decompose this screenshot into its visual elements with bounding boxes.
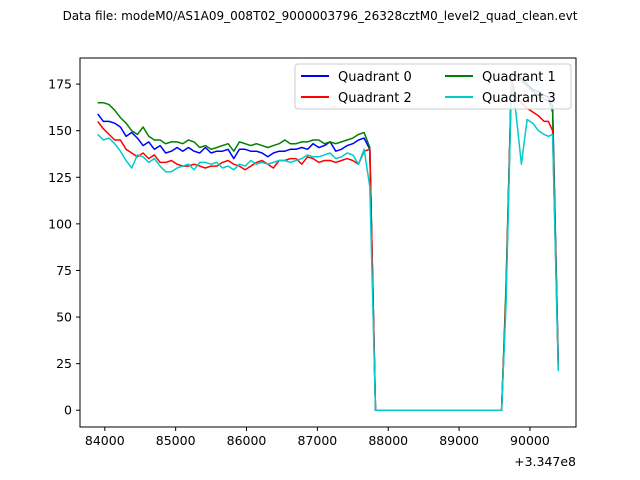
- legend-box: [294, 63, 572, 110]
- series-line-quadrant-3: [97, 81, 560, 411]
- x-tick-label: 90000: [510, 433, 550, 448]
- x-axis: 84000 85000 86000 87000 88000 89000 90000: [85, 427, 550, 448]
- legend: Quadrant 0 Quadrant 1 Quadrant 2 Quadrant 3: [294, 63, 572, 110]
- y-tick-label: 125: [48, 170, 72, 185]
- y-tick-label: 0: [64, 403, 72, 418]
- y-tick-label: 25: [56, 356, 72, 371]
- x-tick-label: 86000: [227, 433, 267, 448]
- y-tick-label: 75: [56, 263, 72, 278]
- x-tick-label: 85000: [156, 433, 196, 448]
- y-axis: 0 25 50 75 100 125 150 175: [48, 77, 80, 418]
- y-tick-label: 100: [48, 216, 72, 231]
- plot-frame: [79, 57, 577, 428]
- y-tick-label: 175: [48, 77, 72, 92]
- x-tick-label: 87000: [297, 433, 337, 448]
- y-tick-label: 150: [48, 123, 72, 138]
- series-layer: [97, 74, 560, 411]
- y-tick-label: 50: [56, 310, 72, 325]
- legend-label: Quadrant 3: [482, 91, 556, 106]
- x-axis-offset-label: +3.347e8: [514, 454, 576, 469]
- legend-label: Quadrant 1: [482, 70, 556, 85]
- legend-label: Quadrant 0: [338, 70, 412, 85]
- x-tick-label: 88000: [368, 433, 408, 448]
- legend-label: Quadrant 2: [338, 91, 412, 106]
- x-tick-label: 84000: [85, 433, 125, 448]
- x-tick-label: 89000: [439, 433, 479, 448]
- chart-title: Data file: modeM0/AS1A09_008T02_90000037…: [63, 9, 578, 23]
